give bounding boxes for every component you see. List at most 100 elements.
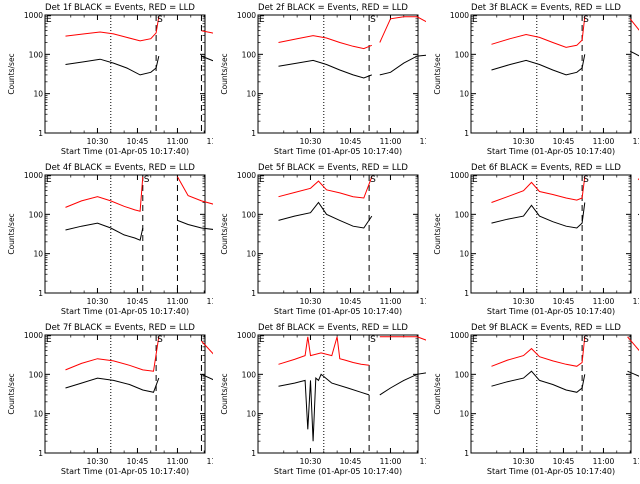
plot-frame: [257, 174, 419, 294]
x-axis-label: Start Time (01-Apr-05 10:17:40): [61, 467, 189, 476]
x-tick-label: 11:15: [633, 137, 639, 146]
x-tick-label: 10:45: [127, 137, 149, 146]
x-axis-label: Start Time (01-Apr-05 10:17:40): [61, 147, 189, 156]
events-series-line: [491, 370, 586, 393]
x-tick-label: 10:45: [553, 297, 575, 306]
events-series-line: [177, 219, 309, 236]
x-axis-label: Start Time (01-Apr-05 10:17:40): [274, 467, 402, 476]
y-tick-label: 1: [38, 449, 43, 458]
y-axis-label: Counts/sec: [7, 53, 16, 94]
y-tick-label: 100: [29, 210, 44, 219]
panel-chart-svg: Det 1f BLACK = Events, RED = LLD 1 10 100 10…: [7, 3, 308, 156]
x-tick-label: 10:30: [300, 297, 322, 306]
lld-series-line: [278, 176, 373, 199]
y-tick-label: 1: [251, 289, 256, 298]
marker-label-s: S: [370, 175, 376, 185]
x-tick-label: 10:30: [300, 137, 322, 146]
events-series-line: [65, 55, 160, 76]
events-series-line: [201, 373, 309, 391]
x-tick-label: 10:45: [340, 297, 362, 306]
x-tick-label: 10:30: [300, 457, 322, 466]
events-series-line: [278, 201, 373, 229]
y-tick-label: 1000: [237, 171, 256, 180]
y-axis-label: Counts/sec: [433, 53, 442, 94]
lld-series-line: [379, 16, 437, 43]
x-tick-label: 10:45: [340, 137, 362, 146]
x-tick-label: 10:45: [553, 457, 575, 466]
events-series-line: [65, 377, 160, 393]
events-series-line: [491, 202, 586, 229]
x-tick-label: 10:30: [87, 457, 109, 466]
panel-chart-svg: Det 6f BLACK = Events, RED = LLD 1 10 100 10…: [433, 163, 640, 316]
detector-panel-1: Det 1f BLACK = Events, RED = LLD 1 10 100 10…: [0, 0, 308, 160]
y-tick-label: 10: [33, 250, 43, 259]
y-axis-label: Counts/sec: [7, 373, 16, 414]
events-series-line: [278, 373, 370, 442]
y-tick-label: 1: [464, 289, 469, 298]
y-tick-label: 1: [251, 449, 256, 458]
marker-label-s: S: [157, 15, 163, 25]
detector-panel-8: Det 8f BLACK = Events, RED = LLD 1 10 100 10…: [213, 320, 521, 480]
lld-series-line: [491, 336, 586, 367]
detector-panel-9: Det 9f BLACK = Events, RED = LLD 1 10 100 10…: [426, 320, 640, 480]
panel-title: Det 9f BLACK = Events, RED = LLD: [471, 323, 621, 333]
events-series-line: [637, 213, 640, 216]
x-tick-label: 11:00: [167, 457, 189, 466]
y-tick-label: 1: [38, 289, 43, 298]
lld-series-line: [627, 336, 640, 353]
lld-series-line: [491, 176, 586, 203]
y-tick-label: 1000: [237, 331, 256, 340]
y-tick-label: 10: [459, 410, 469, 419]
events-series-line: [65, 222, 144, 241]
x-tick-label: 11:00: [593, 137, 615, 146]
marker-label-s: S: [157, 335, 163, 345]
marker-label-e-left: E: [46, 335, 52, 345]
plot-frame: [44, 174, 206, 294]
y-tick-label: 1000: [24, 11, 43, 20]
x-tick-label: 10:45: [127, 457, 149, 466]
x-tick-label: 11:00: [167, 297, 189, 306]
marker-label-s: S: [144, 175, 150, 185]
y-tick-label: 100: [455, 210, 470, 219]
y-axis-label: Counts/sec: [7, 213, 16, 254]
x-tick-label: 10:30: [513, 137, 535, 146]
panel-title: Det 2f BLACK = Events, RED = LLD: [258, 3, 408, 13]
y-tick-label: 10: [459, 250, 469, 259]
y-tick-label: 1000: [24, 331, 43, 340]
marker-label-e-left: E: [259, 175, 265, 185]
x-tick-label: 11:00: [593, 297, 615, 306]
y-tick-label: 1: [38, 129, 43, 138]
x-tick-label: 11:00: [380, 297, 402, 306]
y-tick-label: 10: [246, 250, 256, 259]
plot-frame: [470, 174, 632, 294]
y-axis-label: Counts/sec: [220, 373, 229, 414]
marker-label-e-left: E: [259, 15, 265, 25]
y-tick-label: 100: [29, 50, 44, 59]
y-tick-label: 1: [251, 129, 256, 138]
y-tick-label: 1000: [24, 171, 43, 180]
y-tick-label: 10: [246, 90, 256, 99]
lld-series-line: [379, 336, 436, 345]
panel-title: Det 7f BLACK = Events, RED = LLD: [45, 323, 195, 333]
panel-title: Det 5f BLACK = Events, RED = LLD: [258, 163, 408, 173]
x-tick-label: 11:00: [380, 137, 402, 146]
detector-panel-5: Det 5f BLACK = Events, RED = LLD 1 10 100 10…: [213, 160, 521, 320]
y-tick-label: 1: [464, 129, 469, 138]
marker-label-e-left: E: [472, 335, 478, 345]
y-tick-label: 10: [246, 410, 256, 419]
x-tick-label: 10:45: [340, 457, 362, 466]
panel-chart-svg: Det 3f BLACK = Events, RED = LLD 1 10 100 10…: [433, 3, 640, 156]
panel-chart-svg: Det 7f BLACK = Events, RED = LLD 1 10 100 10…: [7, 323, 309, 476]
y-tick-label: 100: [242, 370, 257, 379]
panel-title: Det 3f BLACK = Events, RED = LLD: [471, 3, 621, 13]
x-tick-label: 10:45: [553, 137, 575, 146]
events-series-line: [379, 370, 436, 396]
x-axis-label: Start Time (01-Apr-05 10:17:40): [274, 307, 402, 316]
x-axis-label: Start Time (01-Apr-05 10:17:40): [487, 307, 615, 316]
y-axis-label: Counts/sec: [433, 373, 442, 414]
marker-label-e-left: E: [46, 15, 52, 25]
events-series-line: [491, 54, 586, 76]
x-tick-label: 10:45: [127, 297, 149, 306]
lld-series-line: [177, 176, 309, 212]
